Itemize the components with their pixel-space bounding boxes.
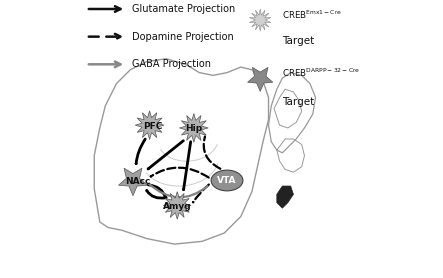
Text: Target: Target xyxy=(282,36,315,46)
Polygon shape xyxy=(119,168,148,196)
FancyArrowPatch shape xyxy=(148,185,165,197)
FancyArrowPatch shape xyxy=(204,137,220,169)
Text: NAcc: NAcc xyxy=(125,177,150,186)
FancyArrowPatch shape xyxy=(151,168,209,178)
FancyArrowPatch shape xyxy=(148,141,183,169)
FancyArrowPatch shape xyxy=(183,142,190,190)
Text: Amyg: Amyg xyxy=(163,202,191,211)
Polygon shape xyxy=(249,9,271,31)
Text: CREB$^{\mathregular{DARPP-32-Cre}}$: CREB$^{\mathregular{DARPP-32-Cre}}$ xyxy=(282,66,361,79)
Text: Glutamate Projection: Glutamate Projection xyxy=(132,4,235,14)
Text: CREB$^{\mathregular{Emx1-Cre}}$: CREB$^{\mathregular{Emx1-Cre}}$ xyxy=(282,8,342,21)
Polygon shape xyxy=(179,113,208,142)
FancyArrowPatch shape xyxy=(136,139,145,164)
FancyArrowPatch shape xyxy=(193,185,209,202)
FancyArrowPatch shape xyxy=(149,184,207,197)
Polygon shape xyxy=(135,111,164,140)
Text: Dopamine Projection: Dopamine Projection xyxy=(132,32,233,42)
Text: Target: Target xyxy=(282,97,315,107)
Polygon shape xyxy=(277,186,293,208)
Text: PFC: PFC xyxy=(143,122,162,131)
FancyArrowPatch shape xyxy=(147,190,166,198)
Text: Hip: Hip xyxy=(185,124,202,133)
Polygon shape xyxy=(163,192,191,219)
Text: VTA: VTA xyxy=(217,176,237,185)
Polygon shape xyxy=(248,67,273,91)
Ellipse shape xyxy=(211,170,243,191)
Text: GABA Projection: GABA Projection xyxy=(132,59,210,69)
